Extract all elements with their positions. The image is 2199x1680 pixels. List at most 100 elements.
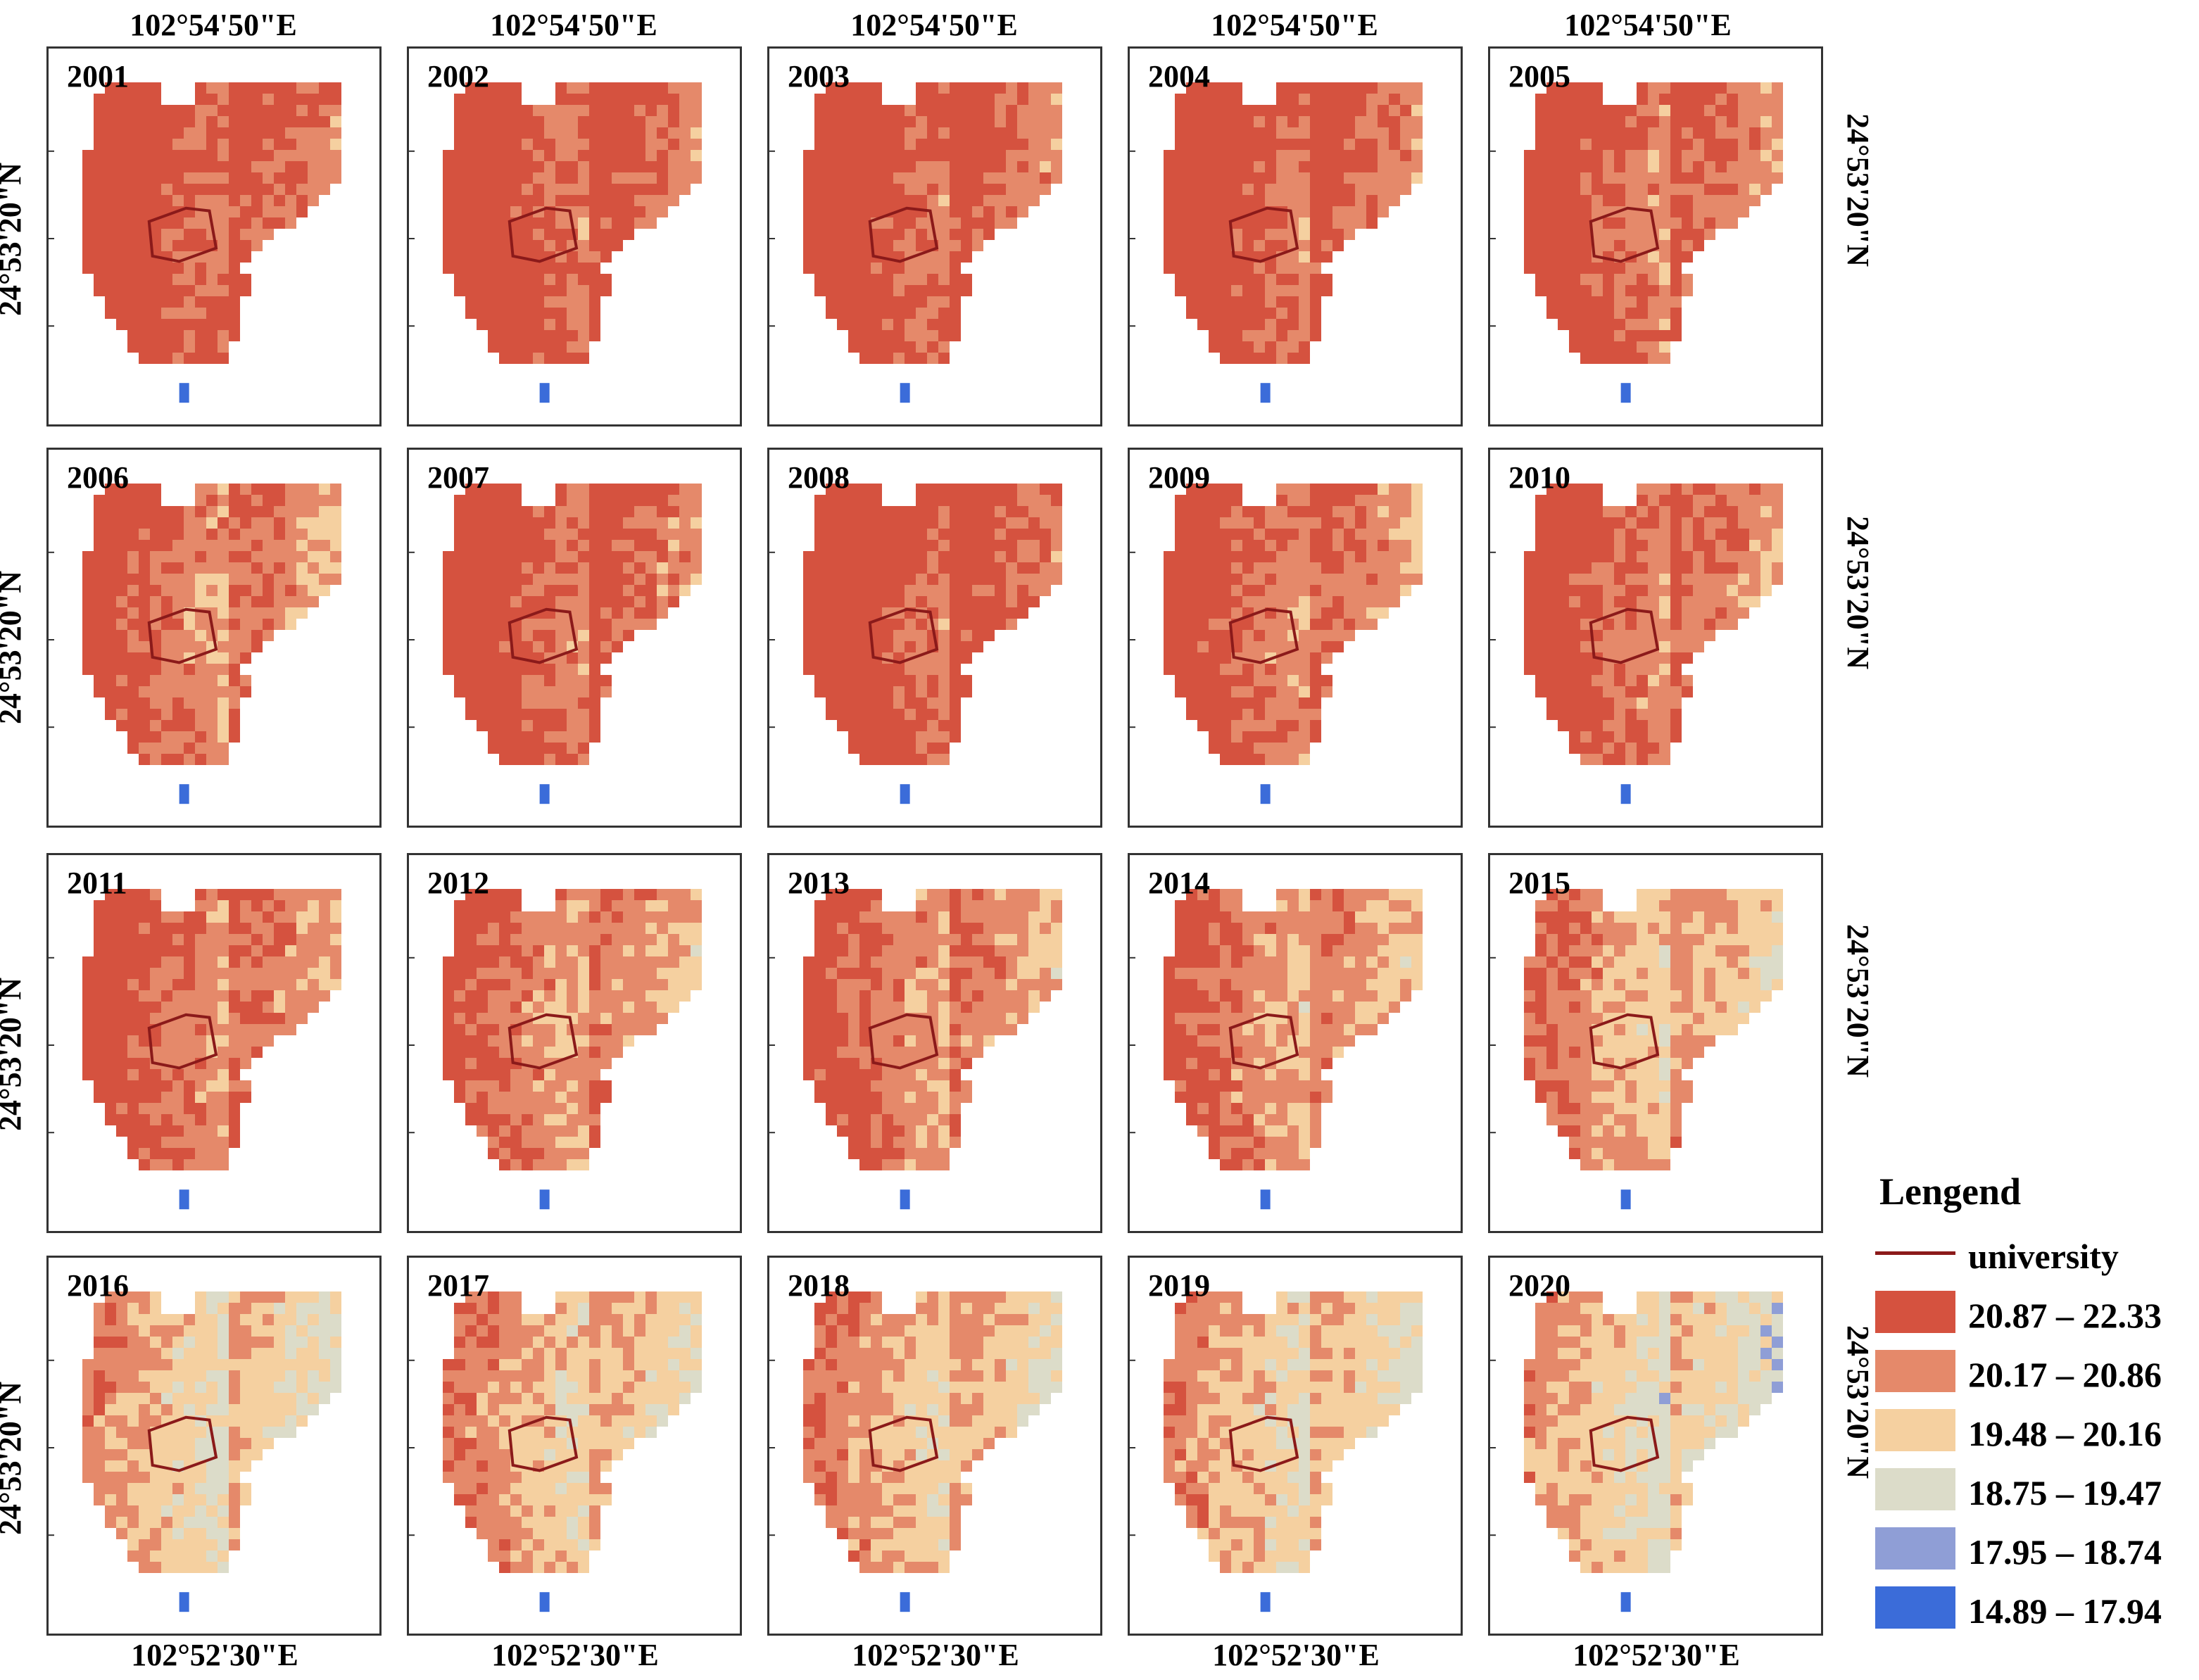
top-longitude-label-5: 102°54'50"E: [1564, 8, 1732, 42]
lst-raster-2008: [769, 484, 1062, 804]
panel-year-label: 2012: [427, 866, 489, 900]
panel-year-label: 2019: [1148, 1268, 1210, 1303]
university-boundary: [508, 1013, 579, 1070]
panel-year-label: 2015: [1508, 866, 1570, 900]
lst-raster-2007: [409, 484, 702, 804]
panel-year-label: 2013: [788, 866, 850, 900]
lst-raster-2015: [1490, 889, 1783, 1210]
legend-class-row: 19.48 – 20.16: [1874, 1409, 2198, 1454]
university-boundary: [1589, 206, 1660, 263]
panel-year-label: 2007: [427, 460, 489, 495]
university-boundary: [1589, 1415, 1660, 1472]
legend-swatch: [1875, 1350, 1955, 1392]
map-panel-2001: 2001: [46, 46, 382, 427]
lst-raster-2009: [1130, 484, 1423, 804]
legend: Lengend university 20.87 – 22.33 20.17 – …: [1874, 1161, 2198, 1654]
map-panel-2008: 2008: [767, 448, 1102, 828]
panel-year-label: 2014: [1148, 866, 1210, 900]
map-panel-2018: 2018: [767, 1256, 1102, 1636]
raster-cells: [1164, 82, 1423, 364]
legend-class-label: 18.75 – 19.47: [1968, 1473, 2162, 1512]
raster-cells: [443, 889, 702, 1170]
university-boundary: [1228, 1013, 1299, 1070]
map-panel-2002: 2002: [407, 46, 742, 427]
raster-cells: [1524, 484, 1783, 765]
university-boundary: [147, 1013, 218, 1070]
lst-raster-2005: [1490, 82, 1783, 403]
raster-cells: [82, 82, 341, 364]
raster-cells: [1524, 889, 1783, 1170]
raster-cells: [803, 1291, 1062, 1573]
panel-year-label: 2011: [67, 866, 127, 900]
bottom-longitude-label-4: 102°52'30"E: [1212, 1638, 1380, 1672]
left-latitude-label-2: 24°53'20"N: [0, 570, 28, 725]
map-panel-2014: 2014: [1128, 853, 1463, 1233]
raster-cells: [1524, 82, 1783, 364]
panel-year-label: 2010: [1508, 460, 1570, 495]
raster-cells: [443, 82, 702, 364]
lst-raster-2006: [49, 484, 341, 804]
top-longitude-label-1: 102°54'50"E: [130, 8, 297, 42]
raster-cells: [803, 484, 1062, 765]
panel-year-label: 2006: [67, 460, 129, 495]
university-boundary: [147, 206, 218, 263]
map-panel-2016: 2016: [46, 1256, 382, 1636]
panel-year-label: 2004: [1148, 59, 1210, 94]
university-boundary: [1228, 206, 1299, 263]
lst-raster-2010: [1490, 484, 1783, 804]
legend-swatch: [1875, 1291, 1955, 1333]
university-boundary: [508, 1415, 579, 1472]
bottom-longitude-label-2: 102°52'30"E: [491, 1638, 659, 1672]
legend-swatch: [1875, 1468, 1955, 1510]
legend-boundary-row: university: [1874, 1232, 2198, 1277]
legend-class-row: 20.87 – 22.33: [1874, 1291, 2198, 1336]
lst-raster-2004: [1130, 82, 1423, 403]
left-latitude-label-1: 24°53'20"N: [0, 162, 28, 317]
left-latitude-label-3: 24°53'20"N: [0, 977, 28, 1132]
lst-raster-2002: [409, 82, 702, 403]
bottom-longitude-label-1: 102°52'30"E: [131, 1638, 298, 1672]
legend-class-label: 14.89 – 17.94: [1968, 1591, 2162, 1631]
legend-class-label: 20.87 – 22.33: [1968, 1296, 2162, 1335]
map-panel-2009: 2009: [1128, 448, 1463, 828]
right-latitude-label-4: 24°53'20"N: [1841, 1325, 1876, 1479]
lst-raster-2014: [1130, 889, 1423, 1210]
university-boundary-line-icon: [1875, 1251, 1955, 1255]
legend-class-row: 20.17 – 20.86: [1874, 1350, 2198, 1395]
map-panel-2007: 2007: [407, 448, 742, 828]
panel-year-label: 2018: [788, 1268, 850, 1303]
university-boundary: [147, 1415, 218, 1472]
legend-swatch: [1875, 1409, 1955, 1451]
raster-cells: [443, 484, 702, 765]
bottom-longitude-label-3: 102°52'30"E: [852, 1638, 1019, 1672]
bottom-longitude-label-5: 102°52'30"E: [1573, 1638, 1740, 1672]
lst-raster-2003: [769, 82, 1062, 403]
university-boundary: [868, 206, 939, 263]
university-boundary: [508, 607, 579, 664]
map-panel-2005: 2005: [1488, 46, 1823, 427]
map-panel-2019: 2019: [1128, 1256, 1463, 1636]
legend-class-row: 14.89 – 17.94: [1874, 1586, 2198, 1631]
lst-raster-2018: [769, 1291, 1062, 1612]
legend-swatch: [1875, 1527, 1955, 1570]
map-panel-2011: 2011: [46, 853, 382, 1233]
panel-year-label: 2003: [788, 59, 850, 94]
top-longitude-label-4: 102°54'50"E: [1211, 8, 1378, 42]
lst-raster-2017: [409, 1291, 702, 1612]
university-boundary: [868, 1415, 939, 1472]
panel-year-label: 2016: [67, 1268, 129, 1303]
university-boundary: [147, 607, 218, 664]
university-boundary: [1228, 1415, 1299, 1472]
legend-swatch: [1875, 1586, 1955, 1629]
panel-year-label: 2002: [427, 59, 489, 94]
map-panel-2010: 2010: [1488, 448, 1823, 828]
university-boundary: [1228, 607, 1299, 664]
lst-raster-2016: [49, 1291, 341, 1612]
raster-cells: [1164, 484, 1423, 765]
raster-cells: [803, 889, 1062, 1170]
map-panel-2004: 2004: [1128, 46, 1463, 427]
map-panel-2003: 2003: [767, 46, 1102, 427]
right-latitude-label-3: 24°53'20"N: [1841, 923, 1876, 1078]
panel-year-label: 2005: [1508, 59, 1570, 94]
